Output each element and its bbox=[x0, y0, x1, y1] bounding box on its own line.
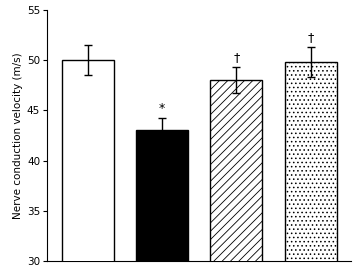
Text: *: * bbox=[159, 102, 165, 115]
Bar bbox=[285, 62, 337, 273]
Text: †: † bbox=[307, 31, 314, 44]
Bar bbox=[210, 80, 262, 273]
Text: †: † bbox=[233, 51, 240, 64]
Bar bbox=[136, 130, 188, 273]
Bar bbox=[62, 60, 114, 273]
Y-axis label: Nerve conduction velocity (m/s): Nerve conduction velocity (m/s) bbox=[13, 52, 23, 219]
